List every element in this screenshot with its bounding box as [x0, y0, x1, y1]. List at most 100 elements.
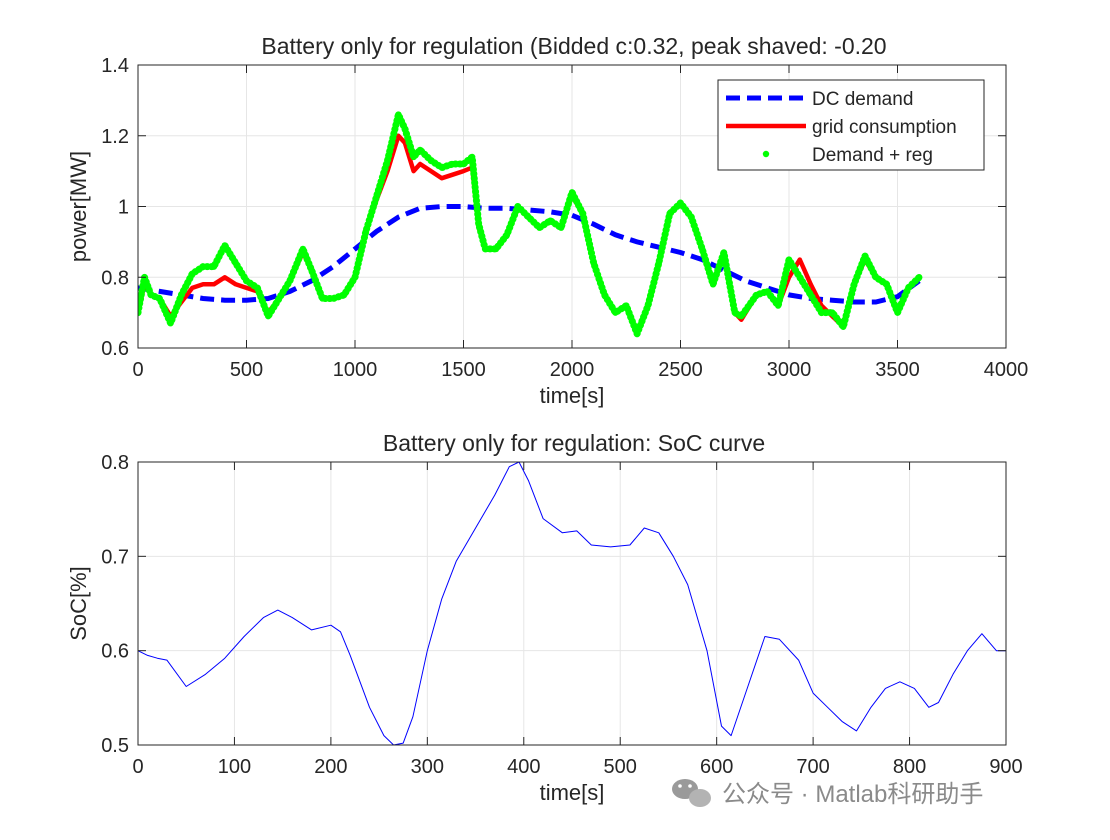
demand-reg-point [138, 309, 142, 316]
watermark: 公众号 · Matlab科研助手 [672, 779, 983, 808]
demand-reg-point [644, 302, 652, 309]
data-layer [138, 111, 923, 338]
demand-reg-point [655, 259, 662, 267]
y-tick-label: 0.8 [101, 452, 129, 474]
x-tick-label: 3000 [767, 359, 812, 381]
y-tick-label: 0.5 [101, 735, 129, 757]
x-tick-label: 500 [604, 756, 637, 778]
demand-reg-point [525, 213, 532, 221]
demand-reg-point [905, 284, 912, 292]
demand-reg-point [883, 281, 890, 288]
demand-reg-point [416, 146, 424, 154]
demand-reg-point [731, 309, 738, 316]
demand-reg-point [699, 245, 706, 253]
demand-reg-point [232, 259, 239, 267]
demand-reg-line [138, 111, 923, 338]
x-tick-label: 100 [218, 756, 251, 778]
x-tick-label: 3500 [875, 359, 920, 381]
y-tick-label: 1 [118, 197, 129, 219]
demand-reg-point [468, 153, 476, 161]
x-axis-label: time[s] [540, 383, 605, 408]
demand-reg-point [503, 231, 511, 238]
demand-reg-point [796, 274, 804, 281]
demand-reg-point [373, 192, 380, 200]
chart-title: Battery only for regulation (Bidded c:0.… [261, 33, 886, 59]
soc-chart: 0 100 200 300 400 500 600 700 800 900 0.5 0.6 0.7 0.8… [66, 430, 1023, 805]
x-tick-label: 2000 [550, 359, 595, 381]
demand-reg-point [720, 249, 728, 256]
demand-reg-point [666, 210, 673, 217]
demand-reg-point [547, 217, 554, 224]
x-tick-label: 600 [700, 756, 733, 778]
demand-reg-point [401, 125, 409, 132]
x-axis-label: time[s] [540, 780, 605, 805]
dc-demand-line [138, 204, 921, 305]
demand-reg-point [156, 295, 163, 302]
y-axis-label: SoC[%] [66, 566, 91, 641]
demand-reg-point [623, 302, 630, 309]
demand-reg-point [178, 291, 185, 299]
x-tick-label: 0 [132, 756, 143, 778]
demand-reg-point [590, 259, 597, 267]
x-tick-label: 800 [893, 756, 926, 778]
demand-reg-point [319, 295, 326, 302]
demand-reg-point [449, 160, 456, 168]
x-tick-label: 300 [411, 756, 444, 778]
y-tick-label: 0.7 [101, 546, 129, 568]
demand-reg-point [384, 157, 391, 164]
series-0-line [138, 462, 1006, 745]
demand-reg-point [221, 242, 228, 249]
demand-reg-point [557, 224, 565, 231]
demand-reg-point [579, 210, 587, 217]
demand-reg-point [514, 203, 521, 210]
x-tick-label: 1000 [333, 359, 378, 381]
y-tick-label: 0.8 [101, 267, 129, 289]
demand-reg-point [362, 228, 370, 235]
demand-reg-point [850, 281, 858, 288]
demand-reg-point [460, 160, 467, 168]
demand-reg-point [199, 263, 207, 270]
demand-reg-point [351, 274, 359, 281]
y-tick-label: 0.6 [101, 641, 129, 663]
legend-label-demand-reg: Demand + reg [812, 145, 933, 166]
demand-reg-point [482, 245, 489, 253]
demand-reg-point [147, 291, 155, 299]
demand-reg-point [916, 274, 923, 281]
legend-label-dc-demand: DC demand [812, 89, 913, 110]
demand-reg-point [709, 281, 717, 288]
x-tick-label: 200 [314, 756, 347, 778]
power-chart: 0 500 1000 1500 2000 2500 3000 3500 4000 0.6 0.8 1 1… [66, 33, 1028, 408]
demand-reg-point [601, 291, 608, 299]
demand-reg-point [738, 312, 745, 320]
demand-reg-point [764, 288, 771, 295]
demand-reg-point [894, 309, 901, 316]
demand-reg-point [475, 220, 482, 228]
demand-reg-point [286, 277, 294, 284]
x-tick-label: 4000 [984, 359, 1029, 381]
data-layer [138, 462, 1006, 745]
demand-reg-point [167, 320, 174, 327]
demand-reg-point [753, 291, 760, 299]
demand-reg-point [688, 213, 695, 221]
demand-reg-point [210, 263, 218, 270]
demand-reg-point [861, 252, 869, 260]
demand-reg-point [677, 199, 684, 207]
x-tick-label: 700 [796, 756, 829, 778]
demand-reg-point [299, 245, 307, 253]
legend-swatch-demand-reg [762, 150, 770, 158]
demand-reg-point [340, 291, 348, 299]
demand-reg-point [807, 291, 814, 299]
legend-label-grid-consumption: grid consumption [812, 117, 957, 138]
demand-reg-point [568, 189, 576, 196]
demand-reg-point [265, 312, 272, 320]
demand-reg-point [410, 153, 417, 161]
demand-reg-point [189, 270, 196, 277]
demand-reg-point [330, 295, 337, 302]
demand-reg-point [308, 266, 315, 274]
demand-reg-point [536, 224, 543, 231]
x-tick-label: 1500 [441, 359, 486, 381]
demand-reg-point [785, 256, 793, 263]
demand-reg-point [872, 274, 879, 281]
demand-reg-point [840, 323, 847, 330]
